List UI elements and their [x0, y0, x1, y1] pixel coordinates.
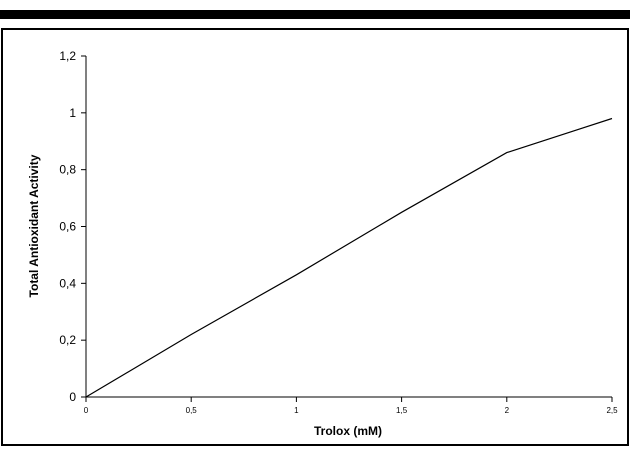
- x-axis-title: Trolox (mM): [314, 424, 382, 438]
- y-tick-label: 1,2: [59, 49, 76, 63]
- y-tick-label: 0,8: [59, 163, 76, 177]
- x-tick-label: 1: [294, 406, 299, 415]
- y-axis-ticks: 0 0,2 0,4 0,6 0,8 1 1,2: [59, 49, 86, 404]
- top-black-band: [0, 10, 630, 19]
- y-axis-title: Total Antioxidant Activity: [27, 154, 41, 297]
- series-line: [85, 117, 613, 398]
- y-tick-label: 1: [69, 106, 76, 120]
- series-layer: [85, 117, 613, 398]
- x-tick-label: 1,5: [396, 406, 408, 415]
- y-tick-label: 0,2: [59, 333, 76, 347]
- x-tick-label: 0: [84, 406, 89, 415]
- y-tick-label: 0,4: [59, 276, 76, 290]
- x-tick-label: 2,5: [606, 406, 618, 415]
- x-axis-ticks: 0 0,5 1 1,5 2 2,5: [84, 397, 618, 415]
- y-tick-label: 0: [69, 390, 76, 404]
- x-tick-label: 2: [505, 406, 510, 415]
- y-tick-label: 0,6: [59, 220, 76, 234]
- x-tick-label: 0,5: [186, 406, 198, 415]
- chart-frame: [1, 28, 629, 446]
